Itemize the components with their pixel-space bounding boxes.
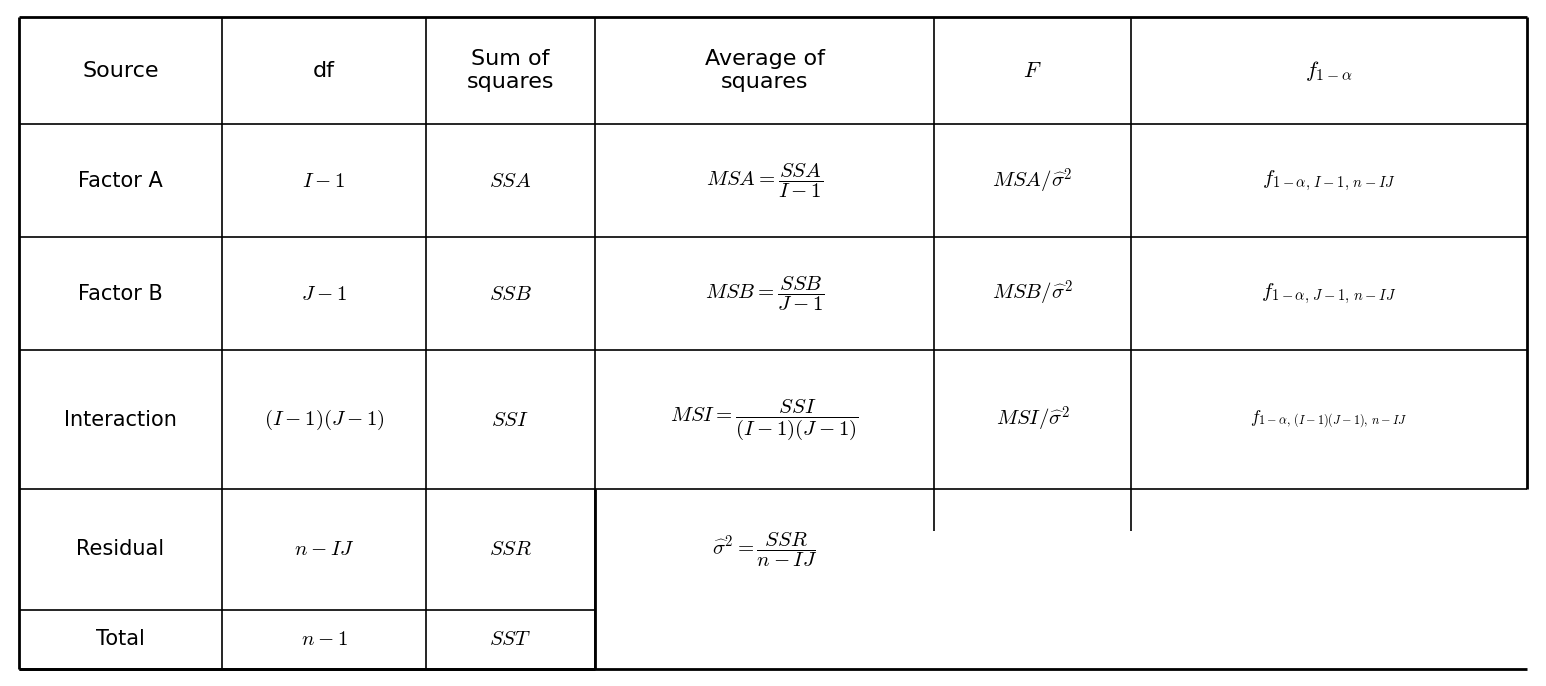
Text: Factor B: Factor B — [77, 284, 162, 304]
Text: $f_{1-\alpha,\,(I-1)(J-1),\,n-IJ}$: $f_{1-\alpha,\,(I-1)(J-1),\,n-IJ}$ — [1251, 408, 1407, 431]
Text: $n-IJ$: $n-IJ$ — [294, 539, 354, 559]
Text: $\mathit{MSB}/\widehat{\sigma}^2$: $\mathit{MSB}/\widehat{\sigma}^2$ — [993, 279, 1073, 309]
Text: $\mathit{SSB}$: $\mathit{SSB}$ — [489, 284, 532, 304]
Text: $I-1$: $I-1$ — [303, 171, 346, 191]
Text: $\widehat{\sigma}^2 = \dfrac{\mathit{SSR}}{n-IJ}$: $\widehat{\sigma}^2 = \dfrac{\mathit{SSR… — [713, 530, 818, 569]
Text: $n-1$: $n-1$ — [301, 630, 348, 650]
Text: df: df — [314, 61, 335, 81]
Text: Total: Total — [96, 630, 145, 650]
Text: Source: Source — [82, 61, 159, 81]
Text: $f_{1-\alpha,\, I-1,\, n-IJ}$: $f_{1-\alpha,\, I-1,\, n-IJ}$ — [1262, 169, 1396, 193]
Text: $\mathit{SSR}$: $\mathit{SSR}$ — [489, 539, 532, 559]
Text: $\mathit{SSA}$: $\mathit{SSA}$ — [489, 171, 532, 191]
Text: $\mathit{SST}$: $\mathit{SST}$ — [490, 630, 532, 650]
Text: Average of
squares: Average of squares — [705, 49, 824, 93]
Text: Factor A: Factor A — [77, 171, 162, 191]
Text: Interaction: Interaction — [63, 410, 176, 429]
Text: $f_{1-\alpha}$: $f_{1-\alpha}$ — [1305, 59, 1353, 83]
Text: Sum of
squares: Sum of squares — [467, 49, 553, 93]
Text: $\mathit{MSI}/\widehat{\sigma}^2$: $\mathit{MSI}/\widehat{\sigma}^2$ — [996, 405, 1070, 434]
Text: $\mathit{MSB} = \dfrac{\mathit{SSB}}{J-1}$: $\mathit{MSB} = \dfrac{\mathit{SSB}}{J-1… — [705, 274, 824, 313]
Text: $\mathit{F}$: $\mathit{F}$ — [1023, 61, 1042, 81]
Text: $\mathit{MSA}/\widehat{\sigma}^2$: $\mathit{MSA}/\widehat{\sigma}^2$ — [993, 166, 1073, 196]
Text: $(I-1)(J-1)$: $(I-1)(J-1)$ — [264, 407, 385, 431]
Text: $\mathit{MSA} = \dfrac{\mathit{SSA}}{I-1}$: $\mathit{MSA} = \dfrac{\mathit{SSA}}{I-1… — [707, 162, 824, 200]
Text: Residual: Residual — [76, 539, 164, 559]
Text: $f_{1-\alpha,\, J-1,\, n-IJ}$: $f_{1-\alpha,\, J-1,\, n-IJ}$ — [1262, 281, 1396, 306]
Text: $J-1$: $J-1$ — [301, 284, 346, 304]
Text: $\mathit{MSI} = \dfrac{\mathit{SSI}}{(I-1)(J-1)}$: $\mathit{MSI} = \dfrac{\mathit{SSI}}{(I-… — [671, 397, 860, 442]
Text: $\mathit{SSI}$: $\mathit{SSI}$ — [492, 410, 529, 429]
